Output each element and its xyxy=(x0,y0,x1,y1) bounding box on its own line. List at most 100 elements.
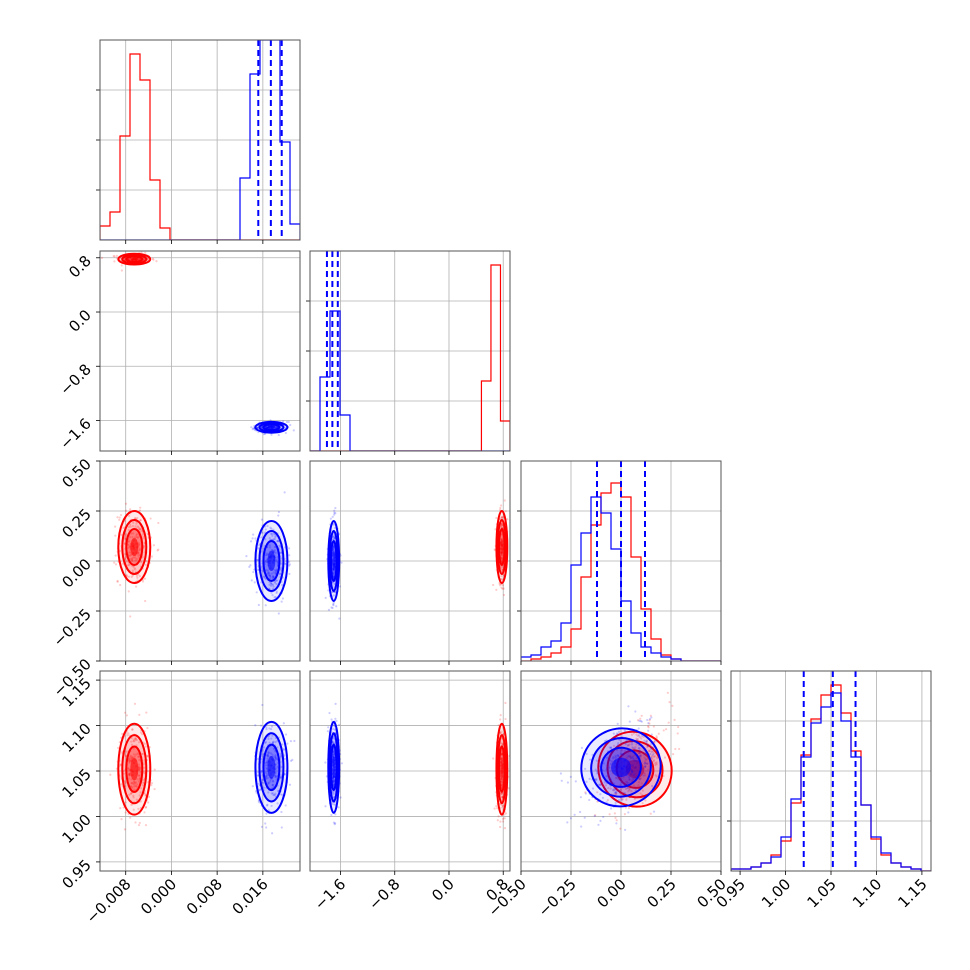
scatter-point xyxy=(639,754,642,757)
scatter-point xyxy=(135,534,138,537)
scatter-point xyxy=(124,801,127,804)
scatter-point xyxy=(648,749,651,752)
scatter-point xyxy=(569,775,572,779)
scatter-point xyxy=(266,774,269,777)
scatter-point xyxy=(132,783,136,786)
scatter-point xyxy=(141,784,144,787)
scatter-point xyxy=(649,714,652,717)
scatter-point xyxy=(270,591,273,594)
scatter-point xyxy=(127,590,130,593)
scatter-point xyxy=(588,777,591,780)
scatter-point xyxy=(500,568,503,571)
scatter-point xyxy=(333,779,336,782)
scatter-point xyxy=(499,718,502,721)
scatter-point xyxy=(630,733,634,736)
scatter-point xyxy=(130,532,133,535)
scatter-point xyxy=(677,725,680,729)
scatter-point xyxy=(266,776,269,780)
scatter-point xyxy=(638,778,642,781)
scatter-point xyxy=(132,521,135,524)
scatter-point xyxy=(651,784,654,788)
scatter-point xyxy=(130,755,133,758)
scatter-point xyxy=(500,516,504,519)
scatter-point xyxy=(612,788,615,792)
scatter-point xyxy=(493,807,496,810)
scatter-point xyxy=(495,516,498,520)
scatter-point xyxy=(125,714,128,717)
scatter-point xyxy=(644,799,647,802)
scatter-point xyxy=(133,702,137,705)
scatter-point xyxy=(503,499,506,502)
panel-1-1 xyxy=(306,250,511,455)
scatter-point xyxy=(272,587,275,590)
scatter-point xyxy=(273,793,276,797)
scatter-point xyxy=(614,754,617,757)
scatter-point xyxy=(636,759,639,762)
scatter-point xyxy=(638,735,641,739)
scatter-point xyxy=(269,546,272,549)
scatter-point xyxy=(264,559,267,563)
scatter-point xyxy=(640,754,643,757)
scatter-point xyxy=(332,523,335,526)
scatter-point xyxy=(671,704,674,707)
scatter-point xyxy=(502,587,505,590)
scatter-point xyxy=(332,821,336,824)
scatter-point xyxy=(631,778,634,781)
scatter-point xyxy=(127,777,130,780)
panel-1-0: −1.6 −0.8 0.0 0.8 xyxy=(56,250,301,455)
scatter-point xyxy=(114,554,117,557)
scatter-point xyxy=(117,746,120,749)
scatter-point xyxy=(632,777,635,780)
scatter-point xyxy=(624,787,628,791)
scatter-point xyxy=(622,753,625,756)
scatter-point xyxy=(625,756,628,760)
scatter-point xyxy=(274,757,277,761)
y-tick-label: 1.05 xyxy=(58,765,94,801)
scatter-point xyxy=(262,786,265,789)
scatter-point xyxy=(130,743,134,746)
scatter-point xyxy=(501,780,504,783)
scatter-point xyxy=(324,805,327,808)
scatter-point xyxy=(560,779,563,782)
scatter-point xyxy=(634,766,637,769)
scatter-point xyxy=(139,771,142,774)
scatter-point xyxy=(655,763,658,766)
scatter-point xyxy=(630,770,633,773)
scatter-point xyxy=(283,562,287,565)
scatter-point xyxy=(137,753,140,756)
scatter-point xyxy=(500,504,503,507)
scatter-point xyxy=(256,774,259,777)
panel-2-2 xyxy=(517,460,722,665)
scatter-point xyxy=(264,764,267,767)
scatter-point xyxy=(650,755,653,758)
scatter-point xyxy=(127,563,131,567)
scatter-point xyxy=(495,805,498,808)
scatter-point xyxy=(288,572,291,576)
scatter-point xyxy=(262,746,266,749)
scatter-point xyxy=(285,420,289,424)
scatter-point xyxy=(624,828,627,831)
scatter-point xyxy=(650,716,653,719)
scatter-point xyxy=(136,516,139,520)
scatter-point xyxy=(113,260,116,263)
scatter-point xyxy=(644,762,648,765)
scatter-point xyxy=(500,522,503,525)
scatter-point xyxy=(142,752,145,755)
scatter-point xyxy=(646,768,650,771)
scatter-point xyxy=(265,728,268,731)
scatter-point xyxy=(132,740,135,743)
scatter-point xyxy=(603,787,607,790)
scatter-point xyxy=(643,756,646,759)
scatter-point xyxy=(632,784,636,787)
scatter-point xyxy=(271,532,274,536)
scatter-point xyxy=(638,752,641,755)
scatter-point xyxy=(139,506,142,509)
scatter-point xyxy=(621,753,624,756)
scatter-point xyxy=(128,773,131,776)
scatter-point xyxy=(579,796,582,799)
scatter-point xyxy=(264,528,267,531)
scatter-point xyxy=(645,740,649,743)
scatter-point xyxy=(150,784,153,787)
scatter-point xyxy=(615,777,618,780)
panel-frame xyxy=(309,670,511,872)
